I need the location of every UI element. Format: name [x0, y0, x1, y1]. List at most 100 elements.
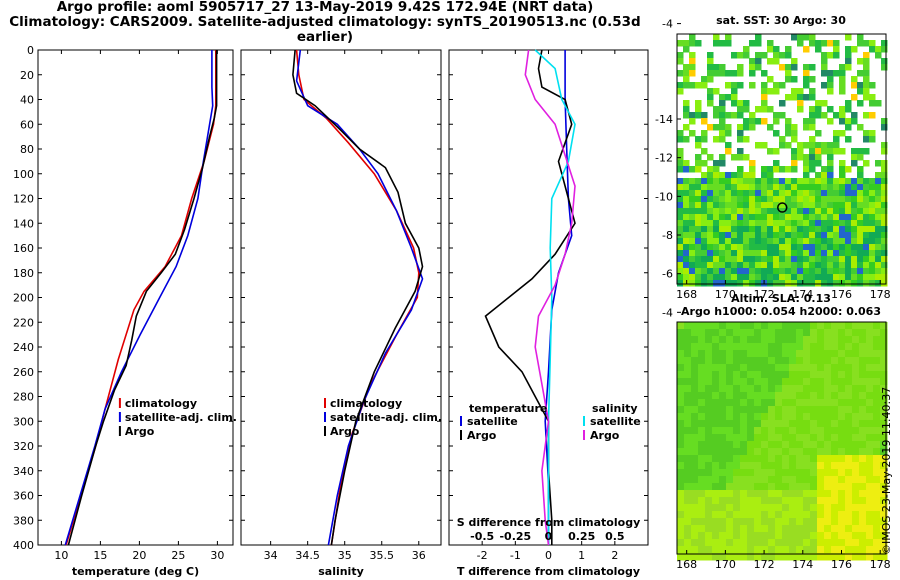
map-cell — [796, 434, 804, 442]
map-cell — [821, 202, 828, 209]
map-cell — [881, 268, 888, 275]
map-cell — [768, 455, 776, 463]
map-cell — [737, 124, 744, 131]
map-cell — [705, 413, 713, 421]
map-cell — [851, 184, 858, 191]
map-cell — [755, 118, 762, 125]
map-cell — [845, 420, 853, 428]
map-cell — [810, 539, 818, 547]
map-cell — [852, 462, 860, 470]
x-tick-label: 35.5 — [369, 549, 394, 562]
map-cell — [881, 262, 888, 269]
map-cell — [747, 525, 755, 533]
map-cell — [755, 58, 762, 65]
map-cell — [815, 250, 822, 257]
map-cell — [803, 196, 810, 203]
map-cell — [824, 329, 832, 337]
map-cell — [754, 413, 762, 421]
map-cell — [755, 226, 762, 233]
map-cell — [851, 268, 858, 275]
map-cell — [677, 378, 685, 386]
map-cell — [731, 94, 738, 101]
map-cell — [713, 112, 720, 119]
map-cell — [779, 244, 786, 251]
map-cell — [698, 406, 706, 414]
map-cell — [857, 208, 864, 215]
map-cell — [789, 364, 797, 372]
map-cell — [859, 385, 867, 393]
map-cell — [875, 262, 882, 269]
map-cell — [733, 406, 741, 414]
map-cell — [873, 350, 881, 358]
map-cell — [845, 196, 852, 203]
map-cell — [740, 427, 748, 435]
map-cell — [768, 322, 776, 330]
map-cell — [831, 504, 839, 512]
map-cell — [785, 214, 792, 221]
map-cell — [857, 172, 864, 179]
map-cell — [803, 238, 810, 245]
map-cell — [852, 532, 860, 540]
map-cell — [754, 343, 762, 351]
map-cell — [833, 112, 840, 119]
map-cell — [719, 202, 726, 209]
map-cell — [785, 268, 792, 275]
map-cell — [707, 70, 714, 77]
map-cell — [677, 385, 685, 393]
map-cell — [768, 413, 776, 421]
map-cell — [761, 274, 768, 281]
map-cell — [789, 553, 797, 561]
map-cell — [761, 350, 769, 358]
map-cell — [824, 371, 832, 379]
map-cell — [881, 280, 888, 287]
map-cell — [747, 469, 755, 477]
map-cell — [761, 357, 769, 365]
s-tick-label: 0.25 — [568, 530, 595, 543]
map-cell — [719, 350, 727, 358]
map-cell — [824, 476, 832, 484]
map-cell — [695, 106, 702, 113]
map-cell — [873, 476, 881, 484]
map-cell — [845, 385, 853, 393]
map-cell — [677, 343, 685, 351]
map-cell — [740, 525, 748, 533]
map-cell — [845, 268, 852, 275]
map-cell — [809, 268, 816, 275]
map-cell — [677, 364, 685, 372]
map-cell — [863, 220, 870, 227]
map-cell — [743, 118, 750, 125]
map-cell — [705, 329, 713, 337]
map-cell — [875, 274, 882, 281]
map-cell — [689, 184, 696, 191]
map-cell — [719, 130, 726, 137]
map-cell — [761, 268, 768, 275]
map-cell — [677, 250, 684, 257]
map-cell — [747, 336, 755, 344]
map-cell — [707, 184, 714, 191]
map-cell — [707, 238, 714, 245]
map-cell — [779, 256, 786, 263]
map-cell — [863, 40, 870, 47]
map-cell — [761, 238, 768, 245]
map-cell — [747, 476, 755, 484]
map-cell — [740, 441, 748, 449]
map-cell — [761, 406, 769, 414]
map-cell — [698, 546, 706, 554]
map-cell — [733, 469, 741, 477]
map-cell — [815, 262, 822, 269]
map-cell — [817, 553, 825, 561]
map-cell — [712, 483, 720, 491]
map-cell — [691, 399, 699, 407]
map-cell — [725, 82, 732, 89]
map-cell — [773, 202, 780, 209]
map-cell — [785, 178, 792, 185]
map-cell — [869, 214, 876, 221]
map-cell — [731, 274, 738, 281]
map-cell — [684, 378, 692, 386]
map-cell — [845, 256, 852, 263]
map-cell — [845, 190, 852, 197]
map-cell — [833, 244, 840, 251]
map-cell — [713, 274, 720, 281]
x-tick-label: 34 — [264, 549, 278, 562]
map-cell — [803, 166, 810, 173]
